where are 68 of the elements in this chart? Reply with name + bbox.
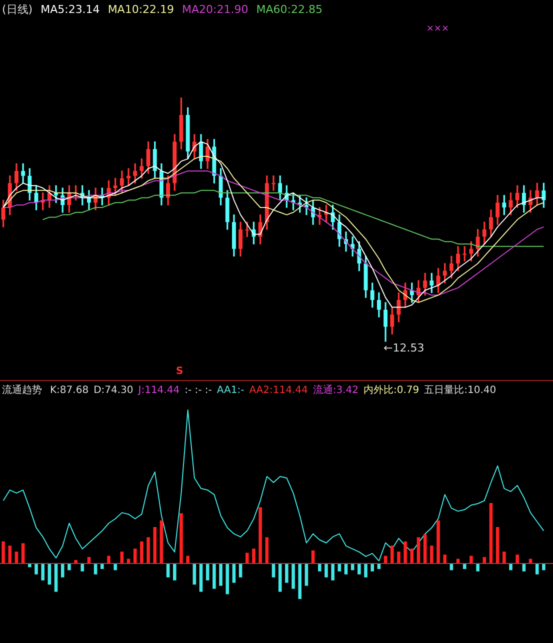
bar <box>87 557 91 563</box>
bar <box>180 513 183 563</box>
bar <box>140 541 144 563</box>
bar <box>404 541 407 563</box>
bar <box>60 563 64 578</box>
bar <box>298 563 302 599</box>
text: K:87.68 <box>50 385 89 396</box>
bar <box>226 563 230 594</box>
bar <box>8 546 12 563</box>
bar <box>245 552 249 563</box>
annotation: ←12.53 <box>384 341 424 354</box>
bar <box>410 548 414 563</box>
bar <box>41 563 44 580</box>
bar <box>489 503 493 563</box>
bar <box>285 563 288 583</box>
bar <box>496 527 500 563</box>
bar <box>172 563 176 580</box>
bar <box>416 537 420 563</box>
text: MA5:23.14 <box>40 3 100 16</box>
bar <box>21 543 25 563</box>
chart-title: (日线) <box>2 3 33 16</box>
bar <box>258 507 262 563</box>
bar <box>482 557 486 563</box>
text: MA60:22.85 <box>256 3 322 16</box>
bar <box>153 527 157 563</box>
bar <box>331 563 334 580</box>
bar <box>133 548 137 563</box>
text: 五日量比:10.40 <box>424 385 496 396</box>
bar <box>436 520 440 563</box>
text: D:74.30 <box>94 385 134 396</box>
text: AA2:114.44 <box>249 385 308 396</box>
bar <box>212 563 216 589</box>
bar <box>2 541 5 563</box>
bar <box>252 548 256 563</box>
bar <box>292 563 295 589</box>
bar <box>502 552 506 563</box>
bar <box>74 560 78 563</box>
bar <box>160 520 164 563</box>
text: S <box>176 366 184 377</box>
bar <box>516 554 519 563</box>
bar <box>430 546 434 563</box>
text: :- :- :- <box>184 385 212 396</box>
text: AA1:- <box>216 385 244 396</box>
bar <box>219 563 222 586</box>
bar <box>146 537 150 563</box>
text: 流通:3.42 <box>312 385 359 396</box>
bar <box>470 556 473 563</box>
bar <box>390 546 394 563</box>
bar <box>324 563 328 578</box>
text: MA20:21.90 <box>182 3 248 16</box>
bar <box>34 563 38 574</box>
bar <box>120 552 124 563</box>
bar <box>265 537 269 563</box>
bar <box>364 563 368 578</box>
bar <box>14 552 18 563</box>
bar <box>535 563 539 574</box>
text: 内外比:0.79 <box>364 385 420 396</box>
text: MA10:22.19 <box>108 3 174 16</box>
bar <box>443 554 446 563</box>
text: ××× <box>426 24 449 34</box>
bar <box>397 552 400 563</box>
text: J:114.44 <box>138 385 180 396</box>
bar <box>423 534 427 563</box>
chart-title: 流通趋势 <box>2 385 42 396</box>
bar <box>311 550 315 563</box>
bar <box>358 563 361 574</box>
bar <box>107 556 110 563</box>
bar <box>186 556 190 563</box>
